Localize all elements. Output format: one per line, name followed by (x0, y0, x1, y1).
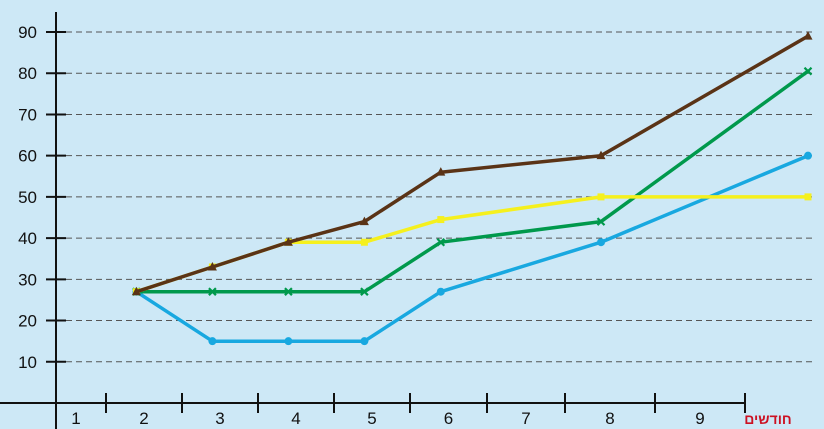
series-lines (131, 31, 813, 346)
x-tick-label: 6 (444, 409, 453, 428)
y-tick-label: 70 (18, 105, 37, 124)
data-point (208, 337, 217, 346)
data-point (360, 238, 368, 246)
y-tick-label: 80 (18, 64, 37, 83)
data-point (283, 237, 293, 246)
data-point (436, 167, 446, 176)
data-point (436, 237, 446, 247)
data-point (131, 286, 141, 296)
data-point (207, 261, 217, 271)
series-line (134, 153, 810, 343)
x-tick-label: 5 (367, 409, 376, 428)
grid-lines (66, 31, 812, 363)
data-point (359, 216, 369, 226)
data-point (437, 216, 445, 224)
x-tick-label: 1 (71, 409, 80, 428)
x-tick-label: 7 (521, 409, 530, 428)
y-tick-label: 90 (18, 23, 37, 42)
x-tick-label: 3 (215, 409, 224, 428)
x-axis-ticks: 1 2 3 4 5 6 7 8 9 (71, 393, 746, 428)
y-tick-label: 30 (18, 270, 37, 289)
data-point (803, 31, 813, 40)
y-tick-label: 50 (18, 188, 37, 207)
data-point (360, 287, 369, 296)
data-point (284, 287, 293, 296)
data-point (284, 337, 293, 346)
data-point (436, 287, 445, 296)
series-line (134, 195, 810, 294)
data-point (803, 66, 813, 76)
data-point (597, 238, 605, 247)
y-tick-label: 60 (18, 147, 37, 166)
y-tick-label: 20 (18, 312, 37, 331)
y-tick-label: 10 (18, 353, 37, 372)
data-point (596, 217, 606, 226)
x-tick-label: 4 (291, 409, 300, 428)
x-tick-label: 8 (605, 409, 614, 428)
x-tick-label: 2 (139, 409, 148, 428)
data-point (804, 193, 812, 201)
data-point (597, 193, 605, 201)
data-point (208, 287, 217, 296)
data-point (804, 151, 812, 160)
x-tick-label: 9 (695, 409, 704, 428)
y-axis-ticks: 10 20 30 40 50 60 70 80 90 (18, 23, 66, 372)
data-point (360, 337, 369, 346)
series-line (134, 34, 810, 294)
data-point (596, 150, 606, 160)
y-tick-label: 40 (18, 229, 37, 248)
x-axis-label: חודשים (744, 411, 791, 427)
